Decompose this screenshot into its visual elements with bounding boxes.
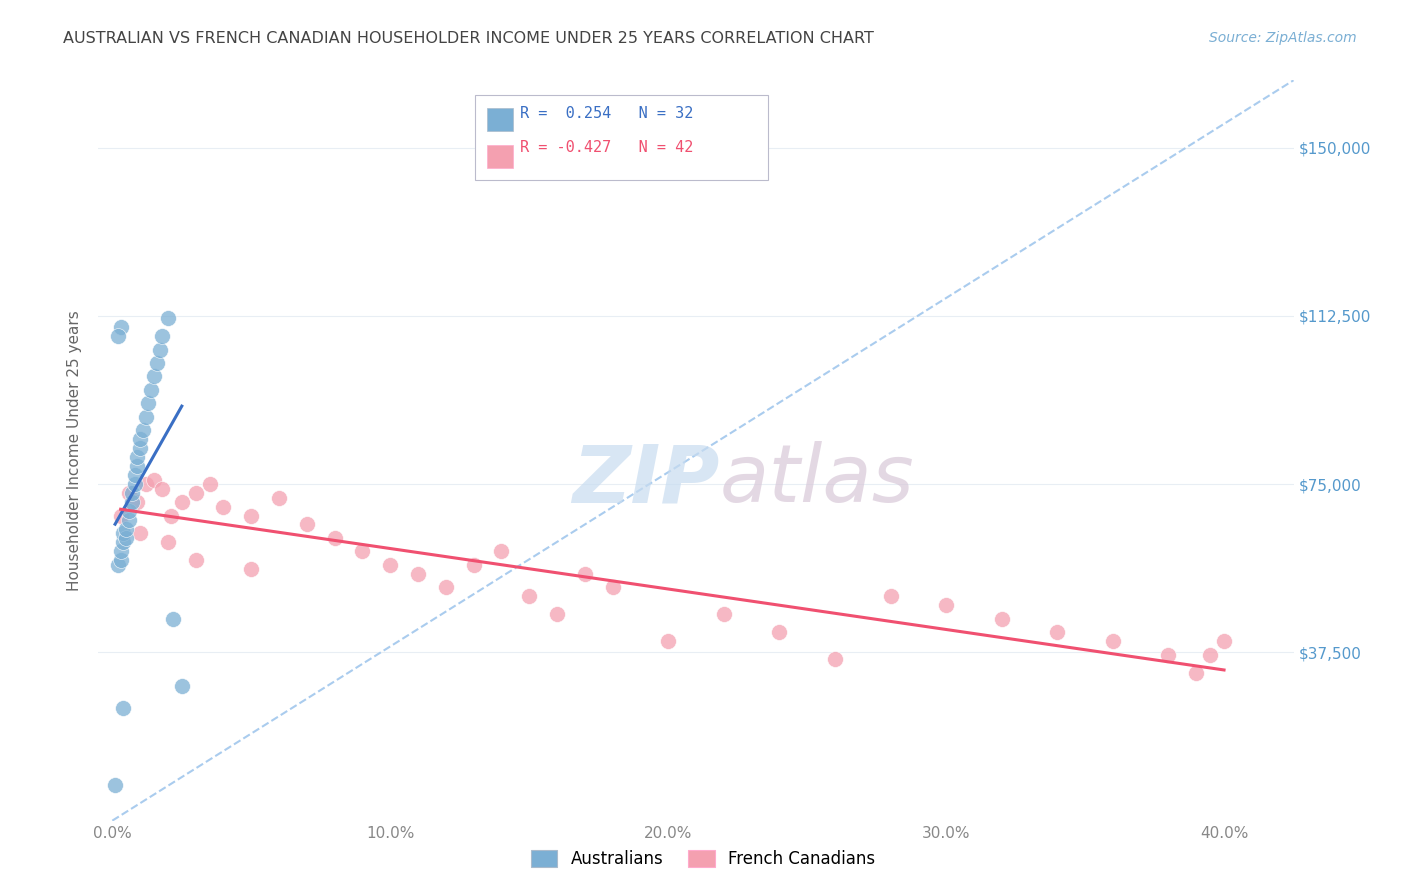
Point	[406, 566, 429, 581]
Point	[267, 491, 290, 505]
Point	[434, 580, 457, 594]
Legend: Australians, French Canadians: Australians, French Canadians	[524, 843, 882, 875]
FancyBboxPatch shape	[486, 145, 513, 168]
Point	[127, 450, 149, 465]
Point	[135, 477, 157, 491]
Point	[118, 486, 141, 500]
Point	[110, 508, 132, 523]
Point	[824, 652, 846, 666]
Point	[115, 531, 138, 545]
Point	[162, 612, 184, 626]
Point	[1102, 634, 1125, 648]
Text: R = -0.427   N = 42: R = -0.427 N = 42	[520, 139, 693, 154]
Point	[110, 544, 132, 558]
Point	[129, 526, 152, 541]
Point	[110, 553, 132, 567]
Point	[148, 343, 170, 357]
Point	[491, 544, 513, 558]
Text: Source: ZipAtlas.com: Source: ZipAtlas.com	[1209, 31, 1357, 45]
Point	[146, 356, 169, 370]
Point	[118, 513, 141, 527]
Point	[879, 589, 901, 603]
Text: atlas: atlas	[720, 441, 915, 519]
FancyBboxPatch shape	[475, 95, 768, 180]
Point	[184, 486, 207, 500]
Point	[124, 468, 146, 483]
Point	[352, 544, 374, 558]
Point	[517, 589, 540, 603]
Point	[121, 486, 143, 500]
Point	[1157, 648, 1180, 662]
Point	[156, 535, 179, 549]
Point	[170, 679, 193, 693]
Point	[143, 369, 166, 384]
Text: AUSTRALIAN VS FRENCH CANADIAN HOUSEHOLDER INCOME UNDER 25 YEARS CORRELATION CHAR: AUSTRALIAN VS FRENCH CANADIAN HOUSEHOLDE…	[63, 31, 875, 46]
Point	[574, 566, 596, 581]
Point	[323, 531, 346, 545]
Point	[150, 482, 173, 496]
Point	[156, 311, 179, 326]
Point	[1046, 625, 1069, 640]
Point	[1199, 648, 1222, 662]
Point	[159, 508, 181, 523]
Text: ZIP: ZIP	[572, 441, 720, 519]
Point	[768, 625, 790, 640]
Point	[380, 558, 402, 572]
Point	[1185, 665, 1208, 680]
Point	[115, 522, 138, 536]
Point	[107, 558, 129, 572]
Point	[112, 701, 135, 715]
Point	[135, 409, 157, 424]
Point	[107, 329, 129, 343]
Y-axis label: Householder Income Under 25 years: Householder Income Under 25 years	[67, 310, 83, 591]
Text: R =  0.254   N = 32: R = 0.254 N = 32	[520, 106, 693, 121]
Point	[212, 500, 235, 514]
Point	[138, 396, 160, 410]
Point	[118, 504, 141, 518]
Point	[546, 607, 568, 622]
Point	[463, 558, 485, 572]
Point	[198, 477, 221, 491]
Point	[240, 508, 263, 523]
FancyBboxPatch shape	[486, 109, 513, 130]
Point	[1213, 634, 1236, 648]
Point	[141, 383, 163, 397]
Point	[935, 599, 957, 613]
Point	[132, 423, 155, 437]
Point	[110, 320, 132, 334]
Point	[124, 477, 146, 491]
Point	[150, 329, 173, 343]
Point	[170, 495, 193, 509]
Point	[129, 432, 152, 446]
Point	[295, 517, 318, 532]
Point	[112, 535, 135, 549]
Point	[129, 441, 152, 455]
Point	[990, 612, 1012, 626]
Point	[104, 778, 127, 792]
Point	[602, 580, 624, 594]
Point	[112, 526, 135, 541]
Point	[127, 459, 149, 474]
Point	[240, 562, 263, 576]
Point	[657, 634, 679, 648]
Point	[127, 495, 149, 509]
Point	[121, 495, 143, 509]
Point	[713, 607, 735, 622]
Point	[184, 553, 207, 567]
Point	[143, 473, 166, 487]
